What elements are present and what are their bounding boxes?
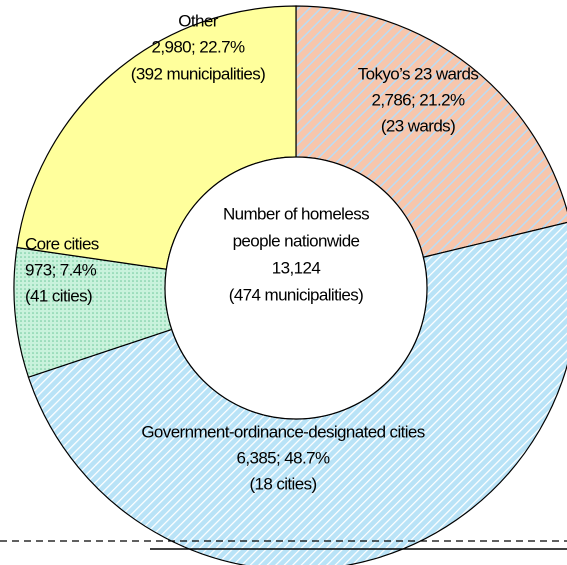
slice-label: Other xyxy=(178,11,218,30)
donut-hole xyxy=(164,156,428,420)
center-text: (474 municipalities) xyxy=(229,285,363,304)
value-label: 6,385; 48.7% xyxy=(237,448,330,467)
value-label: 2,980; 22.7% xyxy=(152,37,245,56)
center-text: Number of homeless xyxy=(223,204,369,223)
slice-detail: (18 cities) xyxy=(249,474,316,493)
slice-detail: (41 cities) xyxy=(25,286,92,305)
slice-label: Tokyo’s 23 wards xyxy=(358,64,479,83)
slice-detail: (23 wards) xyxy=(381,116,455,135)
slice-detail: (392 municipalities) xyxy=(131,64,265,83)
value-label: 2,786; 21.2% xyxy=(372,90,465,109)
slice-label: Core cities xyxy=(25,234,99,253)
center-text: people nationwide xyxy=(233,231,360,250)
center-text: 13,124 xyxy=(272,258,321,277)
slice-label: Government-ordinance-designated cities xyxy=(141,422,424,441)
value-label: 973; 7.4% xyxy=(25,260,97,279)
